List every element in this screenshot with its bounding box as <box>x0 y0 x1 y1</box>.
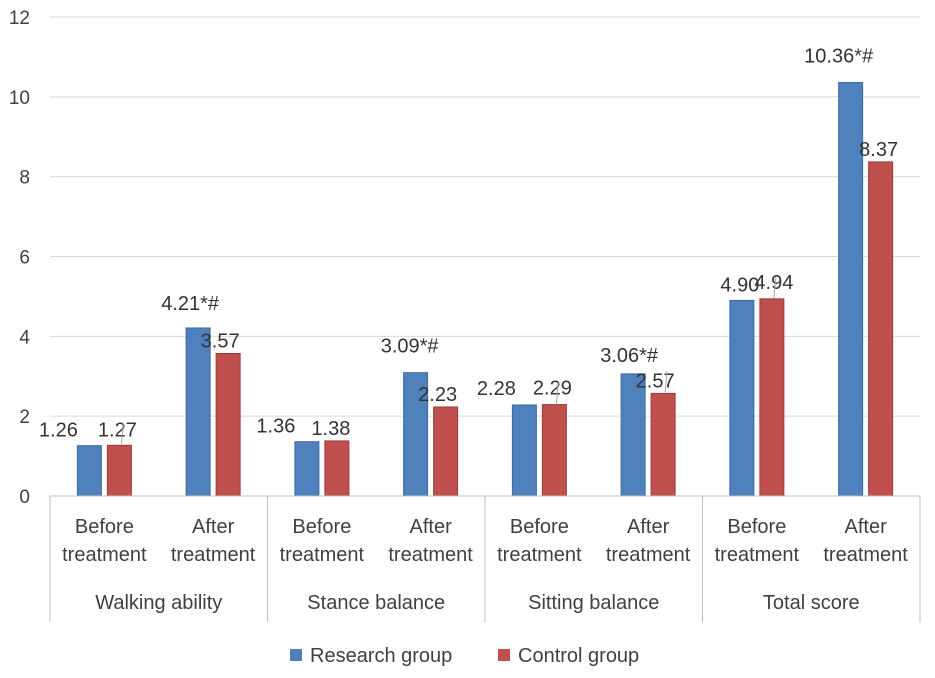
data-labels: 1.26 1.27 4.21*# 3.57 1.36 1.38 3.09*# 2.23 2.28… <box>39 45 898 445</box>
y-axis: 0 2 4 6 8 10 12 <box>9 8 31 508</box>
bar-control-group <box>650 392 676 497</box>
leader-line <box>555 382 559 404</box>
legend-label: Control group <box>518 645 639 667</box>
data-label-research: 4.21*# <box>161 293 220 315</box>
category-label-line2: treatment <box>280 544 365 566</box>
category-label-line2: treatment <box>606 544 691 566</box>
data-label-control: 2.57 <box>636 370 675 392</box>
data-label-control: 1.38 <box>311 418 350 440</box>
data-label-control: 2.29 <box>533 378 572 400</box>
y-tick-label: 4 <box>19 327 30 348</box>
bar-control-group <box>759 298 785 497</box>
legend-label: Research group <box>310 645 452 667</box>
data-label-control: 3.57 <box>201 330 240 352</box>
y-tick-label: 10 <box>9 88 30 109</box>
data-label-research: 3.06*# <box>600 345 659 367</box>
y-tick-label: 0 <box>19 487 30 508</box>
bar-control-group <box>324 440 350 497</box>
data-label-research: 1.36 <box>256 416 295 438</box>
bar-research-group <box>76 445 102 497</box>
data-label-control: 1.27 <box>98 419 137 441</box>
category-label-line1: Before <box>727 516 786 538</box>
bar-research-group <box>294 441 320 497</box>
y-tick-label: 12 <box>9 8 30 29</box>
category-label-line2: treatment <box>388 544 473 566</box>
bar-research-group <box>729 299 755 497</box>
x-axis: Before treatment After treatment Before treat… <box>49 495 921 622</box>
category-label-line2: treatment <box>171 544 256 566</box>
data-label-research: 10.36*# <box>804 45 874 67</box>
category-label-line2: treatment <box>715 544 800 566</box>
bar-research-group <box>403 372 429 497</box>
category-label-line1: After <box>627 516 670 538</box>
data-label-control: 8.37 <box>859 139 898 161</box>
bar-research-group <box>185 327 211 497</box>
y-tick-label: 6 <box>19 248 30 269</box>
leader-line <box>773 276 777 298</box>
y-tick-label: 8 <box>19 168 30 189</box>
grid <box>50 16 920 417</box>
category-label-line2: treatment <box>62 544 147 566</box>
group-label: Sitting balance <box>528 592 659 614</box>
legend-swatch-research <box>290 649 302 661</box>
bar-control-group <box>541 404 567 497</box>
legend: Research group Control group <box>290 645 639 667</box>
category-label-line1: After <box>845 516 888 538</box>
category-label-line2: treatment <box>823 544 908 566</box>
bar-control-group <box>433 406 459 497</box>
data-label-research: 4.90 <box>720 274 759 296</box>
leader-line <box>664 371 668 393</box>
bar-control-group <box>868 161 894 497</box>
data-label-research: 1.26 <box>39 420 78 442</box>
data-label-control: 2.23 <box>418 384 457 406</box>
data-label-research: 3.09*# <box>381 336 440 358</box>
category-label-line2: treatment <box>497 544 582 566</box>
category-label-line1: Before <box>292 516 351 538</box>
bar-research-group <box>838 81 864 497</box>
bar-research-group <box>511 404 537 497</box>
group-label: Total score <box>763 592 860 614</box>
data-label-research: 2.28 <box>477 378 516 400</box>
legend-swatch-control <box>498 649 510 661</box>
category-label-line1: After <box>410 516 453 538</box>
data-label-control: 4.94 <box>754 272 793 294</box>
group-label: Stance balance <box>307 592 445 614</box>
bar-control-group <box>106 444 132 497</box>
bars <box>76 81 894 497</box>
leader-line <box>120 423 124 445</box>
category-label-line1: Before <box>75 516 134 538</box>
category-label-line1: Before <box>510 516 569 538</box>
y-tick-label: 2 <box>19 407 30 428</box>
category-label-line1: After <box>192 516 235 538</box>
bar-control-group <box>215 352 241 497</box>
group-label: Walking ability <box>95 592 222 614</box>
